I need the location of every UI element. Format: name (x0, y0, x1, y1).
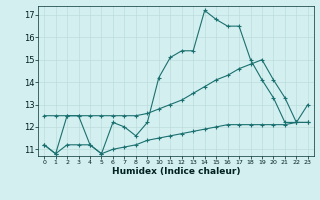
X-axis label: Humidex (Indice chaleur): Humidex (Indice chaleur) (112, 167, 240, 176)
